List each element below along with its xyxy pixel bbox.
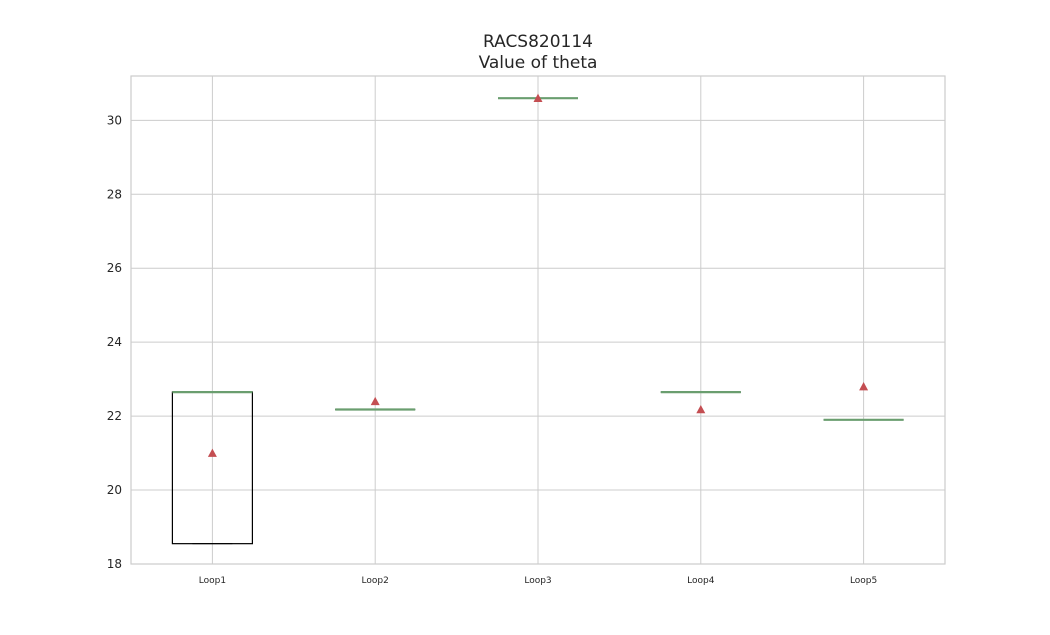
grid-lines — [131, 76, 945, 565]
y-tick-label: 26 — [107, 261, 122, 275]
mean-marker — [207, 448, 217, 457]
boxes — [171, 93, 904, 545]
y-tick-label: 28 — [107, 187, 122, 201]
y-tick-label: 30 — [107, 113, 122, 127]
y-tick-label: 18 — [107, 557, 122, 571]
chart-title: RACS820114 — [483, 32, 593, 52]
y-tick-label: 20 — [107, 483, 122, 497]
chart-subtitle: Value of theta — [479, 53, 598, 73]
mean-marker — [370, 396, 380, 406]
mean-marker — [533, 93, 543, 103]
x-tick-label: Loop2 — [362, 576, 389, 586]
x-tick-label: Loop1 — [199, 576, 226, 586]
x-tick-label: Loop5 — [850, 576, 877, 586]
x-axis-ticks: Loop1 Loop2 Loop3 Loop4 Loop5 — [199, 576, 878, 586]
mean-marker — [696, 404, 706, 414]
mean-marker — [859, 382, 869, 391]
y-axis-ticks: 18 20 22 24 26 28 30 — [107, 113, 122, 571]
y-tick-label: 22 — [107, 409, 122, 423]
x-tick-label: Loop3 — [524, 576, 551, 586]
x-tick-label: Loop4 — [687, 576, 715, 586]
y-tick-label: 24 — [107, 335, 122, 349]
plot-frame — [130, 75, 946, 565]
